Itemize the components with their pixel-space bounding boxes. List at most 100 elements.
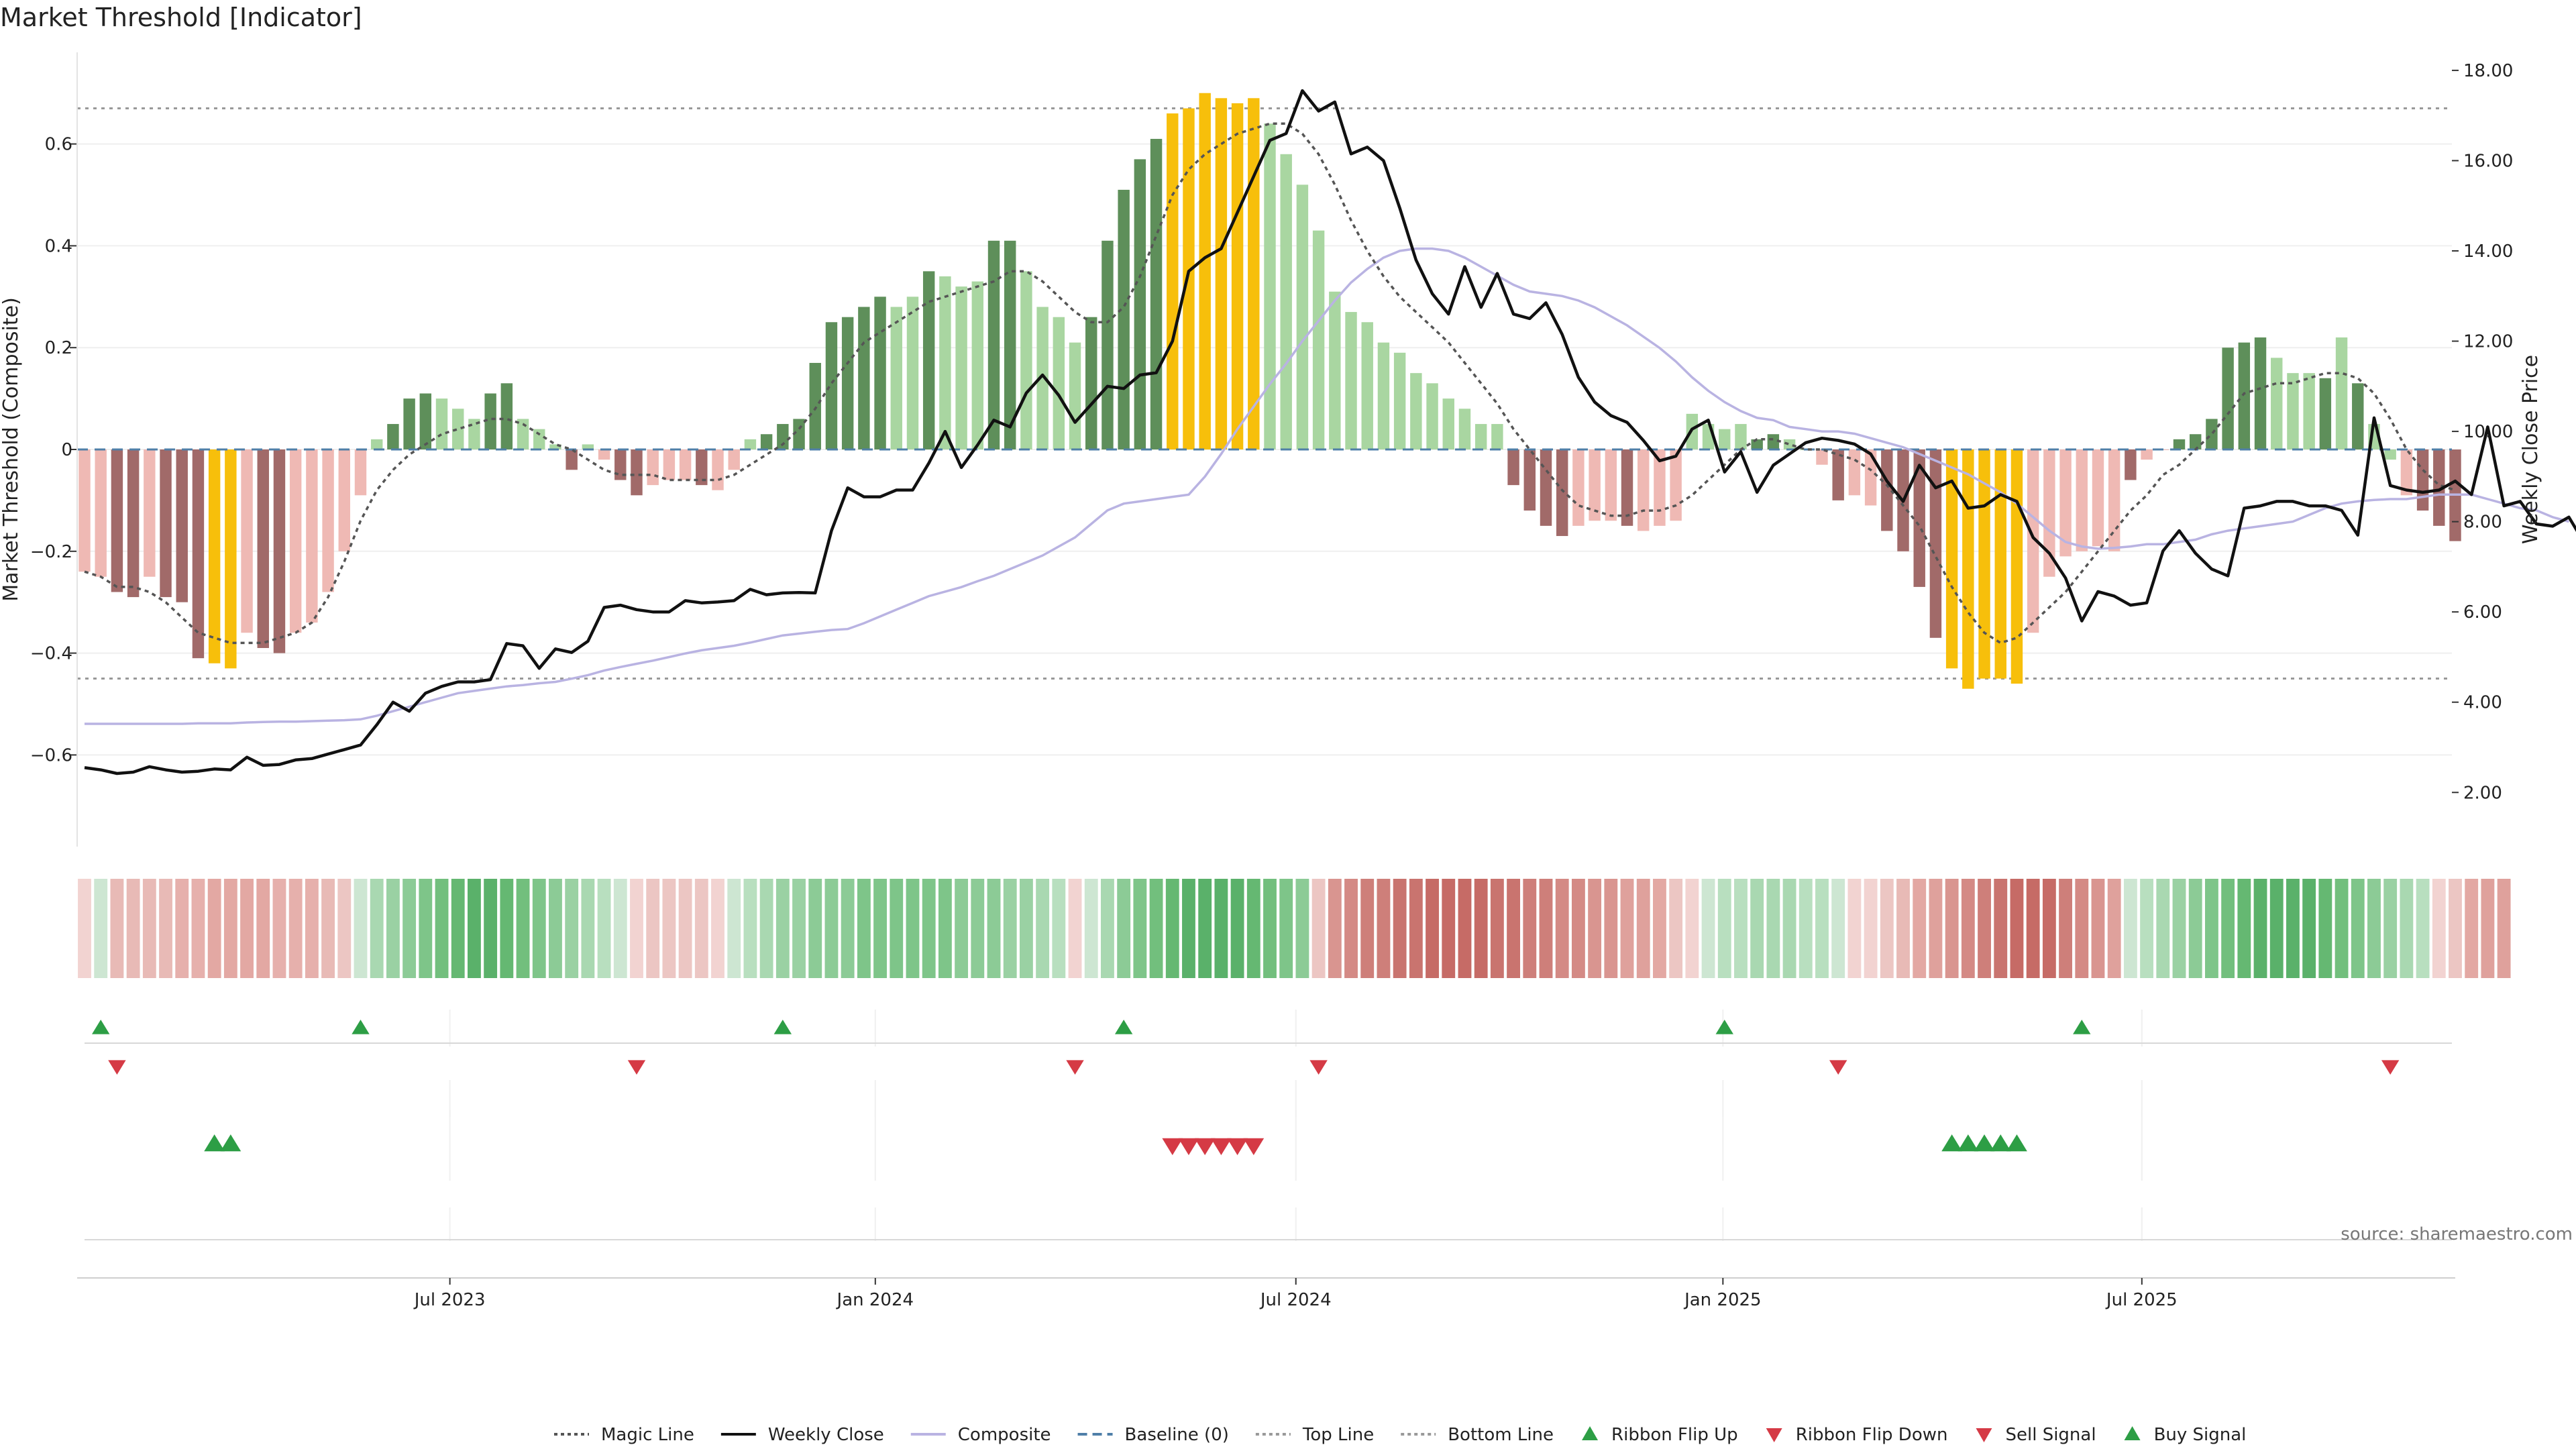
composite-bar — [728, 449, 740, 470]
y-left-tick-label: −0.2 — [30, 542, 72, 562]
composite-bar — [1735, 424, 1747, 449]
ribbon-cell — [142, 879, 156, 978]
ribbon-cell — [922, 879, 936, 978]
signal-panels — [85, 1010, 2452, 1241]
ribbon-cell — [873, 879, 887, 978]
ribbon-cell — [1458, 879, 1472, 978]
composite-bar — [874, 297, 886, 449]
threshold-lines — [77, 107, 2452, 680]
composite-bar — [1442, 398, 1454, 449]
ribbon-cell — [597, 879, 611, 978]
composite-bar — [2043, 449, 2055, 577]
sell-signal-marker — [1178, 1138, 1199, 1155]
legend-label: Buy Signal — [2154, 1425, 2247, 1445]
composite-bar — [825, 322, 838, 449]
ribbon-cell — [565, 879, 579, 978]
composite-bar — [2189, 434, 2202, 449]
ribbon-cell — [1588, 879, 1602, 978]
y-right-tick-label: 8.00 — [2463, 513, 2502, 533]
composite-bar — [696, 449, 708, 486]
ribbon-cell — [1426, 879, 1439, 978]
composite-bar — [1767, 434, 1780, 449]
composite-bar — [354, 449, 367, 496]
ribbon-cell — [337, 879, 352, 978]
ribbon-cell — [1311, 879, 1326, 978]
composite-bar — [1231, 103, 1244, 449]
ribbon-flip-up-marker — [773, 1020, 792, 1034]
composite-bar — [2335, 337, 2348, 449]
x-axis: Jul 2023 Jan 2024 Jul 2024 Jan 2025 Jul 2025 — [77, 1277, 2455, 1310]
ribbon-cell — [549, 879, 562, 978]
ribbon-cell — [1214, 879, 1228, 978]
composite-bar — [2206, 419, 2218, 449]
composite-bar — [1329, 291, 1341, 449]
composite-bar — [1670, 449, 1682, 521]
composite-bar — [1377, 342, 1390, 449]
composite-bar — [95, 449, 107, 577]
ribbon-cell — [2221, 879, 2235, 978]
ribbon-cell — [2059, 879, 2072, 978]
composite-bar — [1589, 449, 1601, 521]
composite-bar — [2303, 373, 2315, 449]
composite-bar — [1102, 240, 1114, 449]
composite-bar — [1248, 98, 1260, 450]
ribbon-cell — [1847, 879, 1862, 978]
composite-bar — [1312, 230, 1325, 449]
composite-bar — [338, 449, 351, 551]
y-left-tick-label: −0.6 — [30, 745, 72, 765]
composite-bar — [1572, 449, 1585, 526]
ribbon-cell — [1896, 879, 1910, 978]
y-axis-left-label: Market Threshold (Composite) — [0, 297, 23, 602]
ribbon-cell — [841, 879, 855, 978]
composite-bar — [1167, 113, 1179, 450]
series-lines — [77, 89, 2576, 775]
ribbon-cell — [808, 879, 822, 978]
composite-bar — [2384, 449, 2396, 460]
composite-bar — [2352, 383, 2364, 449]
composite-bar — [1881, 449, 1893, 531]
composite-bar — [663, 449, 676, 480]
composite-bar — [2010, 449, 2023, 684]
composite-bar — [2319, 378, 2332, 449]
composite-bar — [987, 240, 1000, 449]
ribbon-cell — [1182, 879, 1195, 978]
composite-bar — [533, 429, 545, 449]
ribbon-cell — [1978, 879, 1991, 978]
ribbon-cell — [1442, 879, 1456, 978]
ribbon-cell — [1279, 879, 1293, 978]
ribbon-cell — [435, 879, 449, 978]
ribbon-cell — [419, 879, 433, 978]
ribbon-cell — [500, 879, 514, 978]
ribbon-cell — [890, 879, 904, 978]
composite-bar — [322, 449, 334, 592]
composite-bar — [1393, 352, 1406, 449]
ribbon-cell — [532, 879, 546, 978]
composite-bar — [2416, 449, 2429, 511]
buy-signal-marker — [204, 1134, 225, 1152]
composite-bar — [2222, 347, 2234, 449]
legend-label: Ribbon Flip Down — [1796, 1425, 1948, 1445]
ribbon-cell — [1344, 879, 1358, 978]
composite-bar — [192, 449, 205, 659]
ribbon-cell — [727, 879, 741, 978]
ribbon-cell — [256, 879, 270, 978]
ribbon-cell — [2075, 879, 2089, 978]
chart-title: Market Threshold [Indicator] — [0, 3, 362, 32]
composite-bar — [2271, 358, 2283, 449]
ribbon-cell — [2416, 879, 2430, 978]
sell-signal-marker — [1227, 1138, 1248, 1155]
ribbon-cell — [78, 879, 91, 978]
ribbon-cell — [2400, 879, 2414, 978]
composite-bar — [2400, 449, 2413, 496]
ribbon-cell — [321, 879, 335, 978]
y-axis-right-label: Weekly Close Price — [2519, 355, 2542, 544]
ribbon-cell — [1507, 879, 1521, 978]
legend-label: Weekly Close — [768, 1425, 884, 1445]
ribbon-cell — [191, 879, 205, 978]
ribbon-cell — [2156, 879, 2170, 978]
magic-line — [84, 122, 2456, 645]
composite-bar — [906, 297, 919, 449]
buy-signal-marker — [2006, 1134, 2027, 1152]
ribbon-cell — [1490, 879, 1504, 978]
ribbon-cell — [2026, 879, 2040, 978]
